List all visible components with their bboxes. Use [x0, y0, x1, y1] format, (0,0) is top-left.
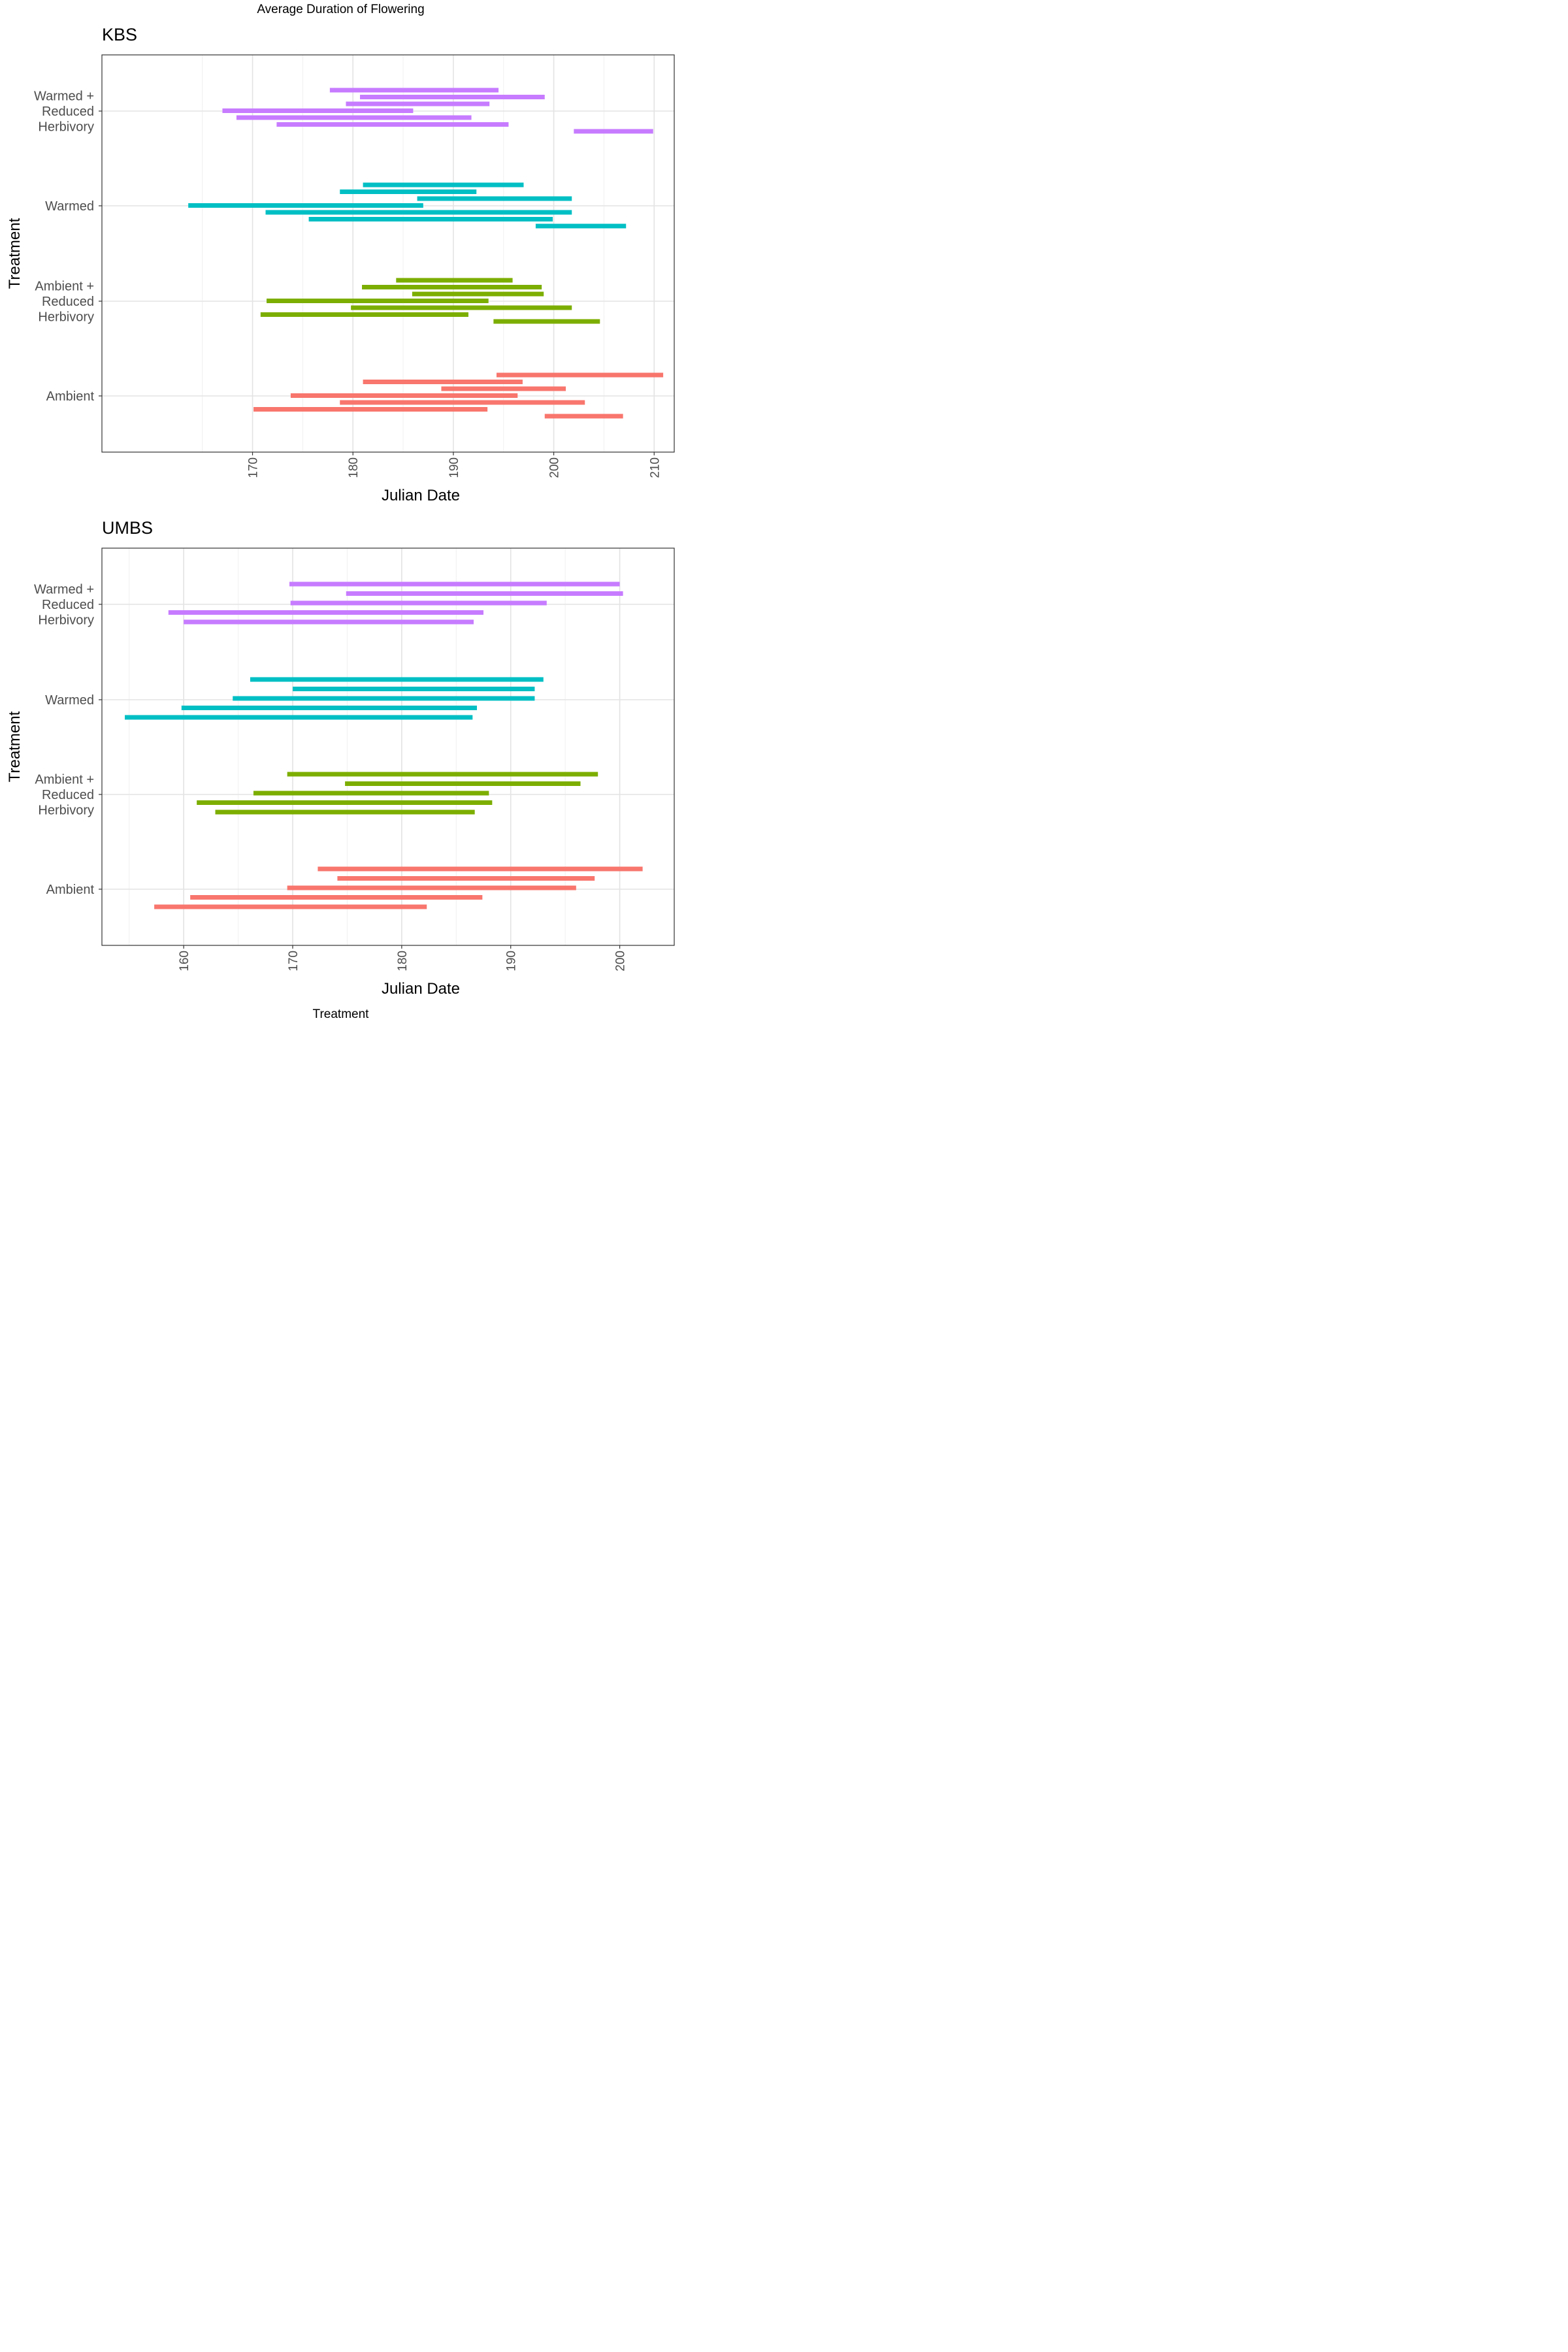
y-tick-label: Warmed +	[34, 90, 94, 104]
x-axis-label: Julian Date	[382, 980, 460, 998]
y-tick-label: Ambient	[46, 883, 95, 897]
y-tick-label: Herbivory	[38, 310, 94, 325]
x-tick-label: 210	[648, 457, 662, 478]
duration-bar	[184, 619, 474, 625]
duration-bar	[396, 278, 513, 283]
y-tick-label: Reduced	[42, 105, 94, 119]
duration-bar	[287, 772, 598, 777]
duration-bar	[340, 400, 585, 405]
plot-border	[101, 547, 675, 946]
flowering-duration-charts: KBS 170 180 190 200 210 Julian Date Ambient Ambi…	[6, 25, 675, 998]
duration-bar	[265, 210, 572, 215]
duration-bar	[351, 305, 572, 310]
duration-bar	[318, 866, 643, 872]
x-tick-label: 180	[347, 457, 361, 478]
duration-bar	[329, 88, 499, 93]
duration-bar	[308, 217, 553, 221]
duration-bar	[290, 393, 518, 398]
duration-bar	[574, 129, 653, 134]
duration-bar	[276, 122, 509, 127]
duration-bar	[359, 95, 545, 99]
x-axis-label: Julian Date	[382, 487, 460, 504]
x-tick-label: 190	[448, 457, 461, 478]
duration-bar	[233, 696, 535, 701]
duration-bar	[197, 800, 493, 805]
duration-bar	[222, 108, 414, 113]
duration-bar	[250, 677, 544, 682]
y-tick-label: Herbivory	[38, 120, 94, 135]
y-axis-label: Treatment	[6, 711, 24, 782]
panel-title: UMBS	[102, 518, 153, 538]
figure-title: Average Duration of Flowering	[257, 3, 425, 16]
duration-bar	[293, 687, 535, 691]
duration-bar	[535, 223, 627, 229]
duration-bar	[290, 600, 547, 606]
duration-bar	[260, 312, 468, 317]
y-tick-label: Warmed +	[34, 583, 94, 597]
duration-bar	[168, 610, 483, 615]
duration-bar	[496, 372, 664, 378]
duration-bar	[188, 203, 423, 208]
y-tick-label: Reduced	[42, 295, 94, 309]
y-tick-label: Herbivory	[38, 613, 94, 628]
duration-bar	[154, 904, 427, 909]
duration-bar	[215, 809, 475, 815]
duration-bar	[125, 715, 473, 720]
figure: Average Duration of Flowering KBS 170 180 1…	[0, 0, 681, 1024]
duration-bar	[362, 285, 542, 289]
x-tick-label: 200	[614, 951, 628, 972]
duration-bar	[289, 581, 620, 587]
x-tick-label: 170	[247, 457, 261, 478]
plot-border	[101, 54, 675, 453]
duration-bar	[287, 885, 576, 890]
duration-bar	[346, 591, 623, 596]
y-tick-label: Reduced	[42, 788, 94, 802]
duration-bar	[346, 101, 490, 106]
x-tick-label: 200	[548, 457, 562, 478]
duration-bar	[363, 182, 524, 188]
duration-bar	[544, 414, 623, 419]
duration-bar	[340, 189, 477, 194]
y-tick-label: Reduced	[42, 598, 94, 612]
y-tick-label: Ambient +	[35, 280, 94, 294]
x-tick-label: 170	[287, 951, 301, 972]
duration-bar	[493, 319, 600, 324]
y-tick-label: Warmed	[45, 199, 94, 214]
duration-bar	[412, 291, 544, 297]
duration-bar	[190, 895, 483, 900]
y-tick-label: Ambient +	[35, 773, 94, 787]
y-tick-label: Herbivory	[38, 804, 94, 818]
plot-background	[102, 55, 674, 452]
x-tick-label: 180	[396, 951, 410, 972]
panel-title: KBS	[102, 25, 137, 44]
y-axis-label: Treatment	[6, 218, 24, 289]
duration-bar	[267, 299, 489, 303]
duration-bar	[417, 196, 572, 201]
duration-bar	[345, 781, 581, 786]
x-tick-label: 190	[505, 951, 519, 972]
duration-bar	[236, 115, 472, 120]
figure-caption: Treatment	[312, 1007, 369, 1021]
duration-bar	[253, 407, 488, 412]
duration-bar	[441, 386, 566, 391]
duration-bar	[363, 380, 523, 384]
y-tick-label: Ambient	[46, 389, 95, 404]
y-tick-label: Warmed	[45, 693, 94, 708]
duration-bar	[253, 791, 489, 796]
x-tick-label: 160	[178, 951, 191, 972]
duration-bar	[181, 706, 477, 710]
duration-bar	[337, 876, 595, 881]
